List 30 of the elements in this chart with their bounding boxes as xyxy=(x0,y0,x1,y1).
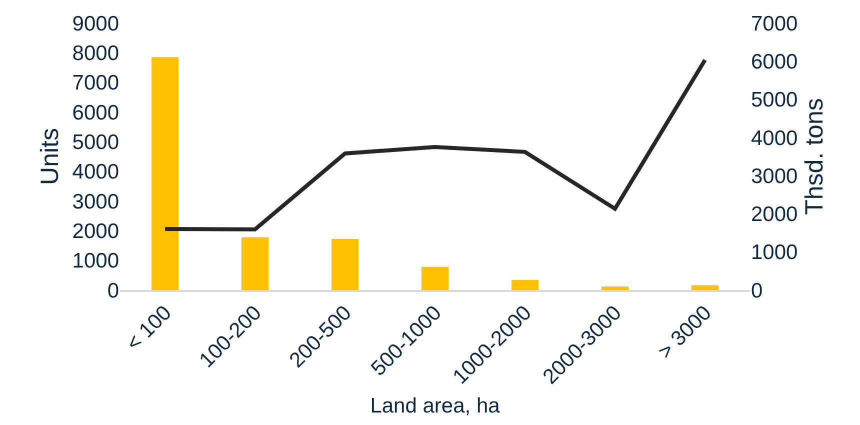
y2-tick-label: 4000 xyxy=(751,126,798,150)
y-tick-label: 4000 xyxy=(72,160,119,184)
bar xyxy=(242,237,268,290)
y2-tick-label: 5000 xyxy=(751,88,798,112)
y-tick-label: 3000 xyxy=(72,190,119,214)
bar xyxy=(152,57,178,290)
y2-tick-label: 2000 xyxy=(751,203,798,226)
y-tick-label: 9000 xyxy=(72,12,119,36)
y-tick-label: 2000 xyxy=(72,220,119,244)
bar xyxy=(512,280,538,290)
x-axis-title: Land area, ha xyxy=(370,394,500,418)
y2-axis-title: Thsd. tons xyxy=(800,98,829,215)
y-tick-label: 7000 xyxy=(72,72,119,95)
bar xyxy=(602,286,628,290)
y-axis-title: Units xyxy=(36,128,64,185)
y2-tick-label: 1000 xyxy=(751,241,798,264)
y2-tick-label: 6000 xyxy=(751,50,798,74)
y2-tick-label: 0 xyxy=(751,279,763,302)
x-tick-label: < 100 xyxy=(122,301,176,356)
y-tick-label: 8000 xyxy=(72,42,119,66)
y2-tick-label: 3000 xyxy=(751,164,798,188)
line-series xyxy=(163,58,707,232)
y-tick-label: 0 xyxy=(107,279,119,302)
bar xyxy=(332,238,358,290)
y2-tick-label: 7000 xyxy=(751,12,798,36)
bar xyxy=(692,285,718,290)
y-tick-label: 5000 xyxy=(72,131,119,154)
y-tick-label: 1000 xyxy=(72,250,119,273)
bar xyxy=(422,266,448,290)
y-tick-label: 6000 xyxy=(72,101,119,124)
